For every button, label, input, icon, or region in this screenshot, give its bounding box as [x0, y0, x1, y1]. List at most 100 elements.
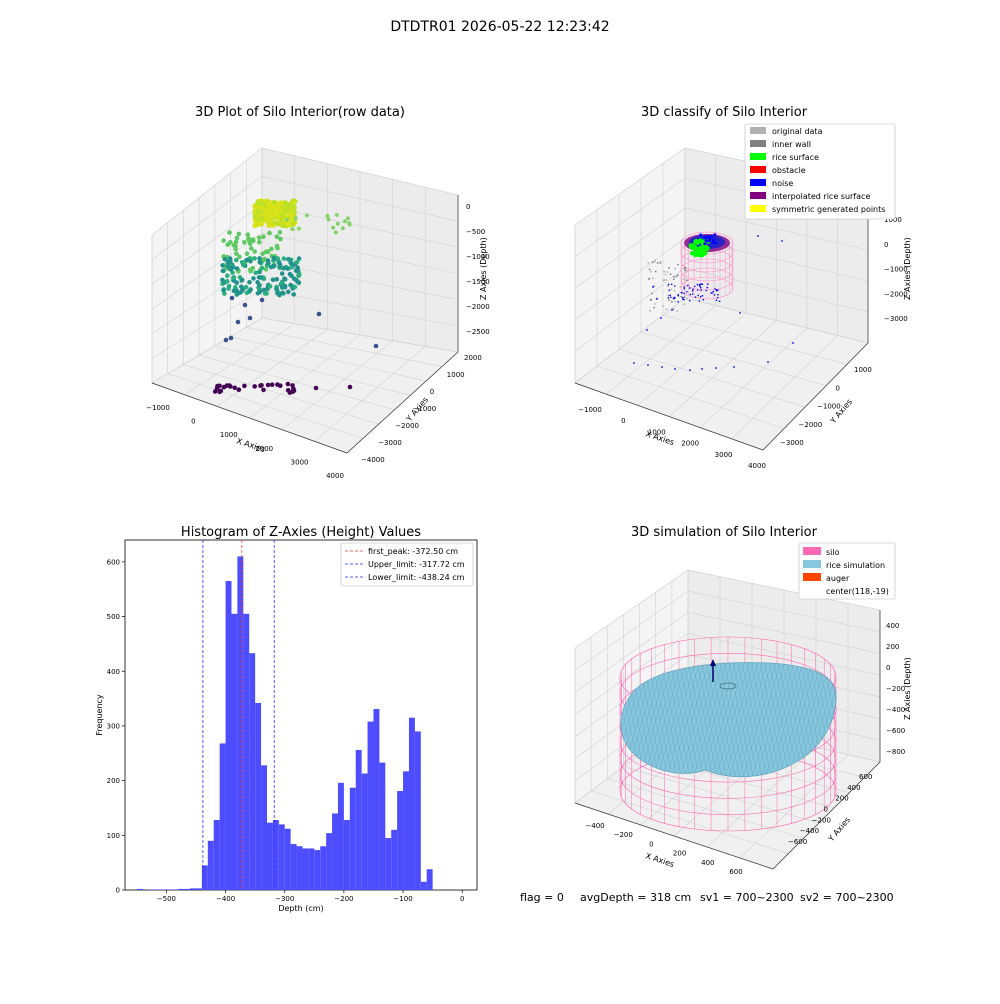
data-point: [285, 388, 291, 393]
noise-point: [692, 290, 694, 292]
data-point: [228, 240, 233, 245]
data-point: [215, 383, 220, 389]
data-point: [265, 382, 271, 388]
noise-point: [660, 317, 662, 319]
z-grid-line: [574, 237, 869, 321]
noise-point: [673, 296, 676, 299]
wall-point: [659, 261, 662, 263]
simulation-plot-z-ticks: 400 200 0 −200 −400 −600 −800: [886, 622, 905, 756]
wall-point: [669, 273, 672, 275]
simulation-plot-z-label: Z Axies (Depth): [903, 657, 912, 720]
wall-point: [685, 279, 688, 282]
data-point: [296, 226, 301, 231]
wall-point: [684, 269, 687, 272]
data-point: [257, 259, 263, 265]
data-point: [373, 343, 379, 349]
data-point: [269, 246, 274, 252]
histogram-bar: [349, 787, 356, 890]
histogram-bar: [326, 833, 333, 891]
noise-point: [700, 287, 702, 289]
legend-label: noise: [772, 179, 793, 188]
x-axis-line: [574, 802, 774, 870]
z-tick-label: −500: [466, 228, 485, 236]
noise-point: [674, 368, 676, 370]
z-tick-label: 0: [886, 664, 890, 672]
histogram-bar: [302, 848, 309, 890]
z-grid-line: [574, 590, 881, 671]
mesh-line: [676, 662, 717, 777]
classify-plot-x-ticks: −1000 0 1000 2000 3000 4000: [578, 406, 766, 470]
data-point: [288, 265, 294, 270]
mesh-line: [725, 662, 757, 777]
data-point: [257, 269, 262, 275]
noise-point: [715, 367, 717, 369]
histogram-plot-area: [124, 539, 478, 891]
y-tick-label: −4000: [361, 456, 385, 464]
data-point: [244, 258, 249, 263]
histogram-bar: [272, 820, 279, 890]
x-tick-label: −400: [216, 895, 235, 903]
data-point: [253, 270, 258, 276]
wall-point: [683, 303, 686, 306]
mesh-line: [698, 662, 730, 777]
data-point: [232, 385, 237, 391]
histogram-bar: [219, 743, 226, 890]
noise-point: [686, 291, 688, 293]
data-point: [325, 214, 330, 218]
raw-plot-title: 3D Plot of Silo Interior(row data): [195, 105, 405, 120]
data-point: [279, 271, 285, 276]
legend-label: first_peak: -372.50 cm: [368, 547, 458, 556]
x-tick-label: 4000: [326, 472, 344, 480]
z-grid-line: [574, 633, 881, 715]
y-axis-line: [762, 342, 869, 451]
y-tick-label: −2000: [395, 422, 419, 430]
noise-point: [701, 283, 704, 286]
noise-point: [705, 289, 707, 292]
noise-point: [683, 292, 685, 295]
wall-point: [673, 275, 675, 278]
legend-swatch: [750, 153, 766, 160]
data-point: [225, 273, 230, 279]
mesh-line: [698, 662, 740, 777]
noise-point: [713, 233, 717, 237]
z-grid-line: [574, 207, 869, 289]
y-tick-label: −600: [788, 838, 807, 846]
mesh-line: [757, 662, 788, 777]
histogram-bar: [373, 708, 380, 890]
histogram-bar: [278, 824, 285, 891]
data-point: [242, 302, 248, 308]
histogram-bar: [231, 613, 238, 890]
wall-point: [654, 270, 657, 273]
legend-box: [744, 123, 896, 220]
noise-point: [699, 295, 702, 298]
noise-point: [671, 309, 673, 311]
mesh-line: [658, 662, 699, 777]
mesh-line: [685, 662, 716, 777]
x-tick-label: 1000: [648, 428, 666, 436]
noise-point: [670, 283, 673, 286]
noise-point: [668, 289, 670, 292]
legend-label: symmetric generated points: [772, 205, 885, 214]
histogram-bar: [337, 782, 344, 890]
data-point: [267, 230, 272, 236]
data-point: [286, 289, 291, 295]
legend-box: [798, 542, 896, 600]
y-tick-label: 0: [836, 384, 840, 392]
data-point: [278, 236, 283, 242]
z-tick-label: −200: [886, 685, 905, 693]
data-point: [271, 255, 277, 261]
wall-point: [652, 277, 654, 280]
data-point: [233, 239, 239, 245]
noise-point: [683, 288, 685, 290]
noise-point: [697, 294, 699, 297]
z-tick-label: −2000: [884, 290, 908, 298]
data-point: [252, 204, 258, 210]
simulation-plot-y-ticks: −600 −400 −200 0 200 400 600: [788, 773, 872, 846]
histogram-bar: [190, 888, 196, 890]
mesh-line: [779, 662, 821, 777]
data-point: [223, 337, 229, 343]
wall-point: [665, 308, 668, 311]
x-tick-label: −200: [614, 831, 633, 839]
wall-point: [653, 306, 655, 309]
